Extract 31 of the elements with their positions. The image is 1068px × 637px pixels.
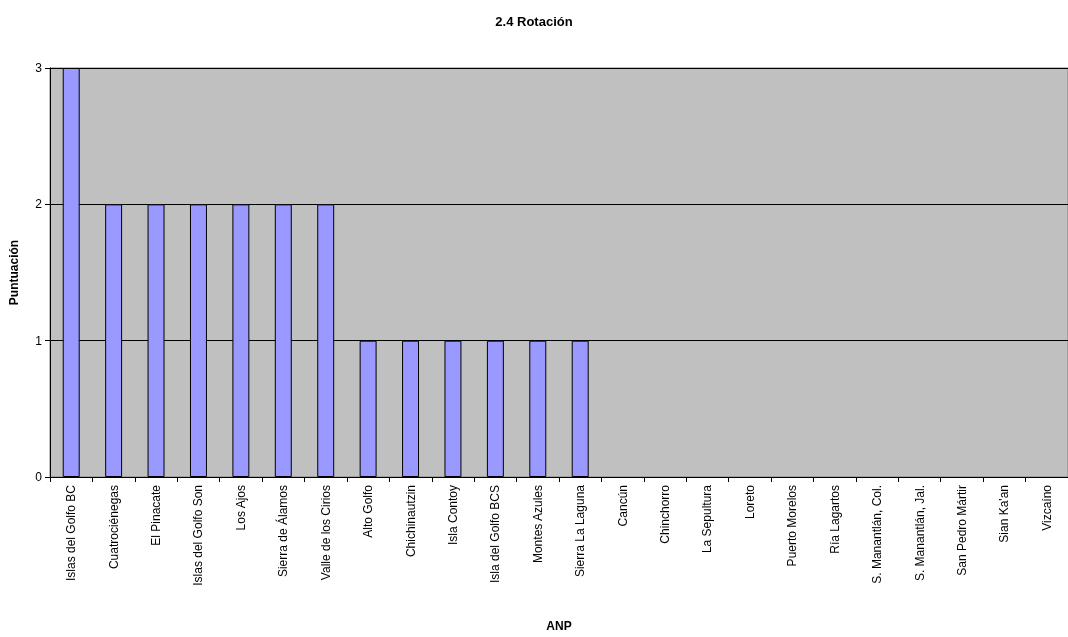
chart-title: 2.4 Rotación (495, 14, 573, 29)
x-tick-label: Puerto Morelos (785, 485, 800, 567)
x-tick-label: Cancún (615, 485, 630, 527)
x-tick-label: Sierra de Álamos (275, 485, 291, 578)
x-tick-label: Montes Azules (530, 485, 545, 564)
x-tick-label: Loreto (742, 484, 757, 520)
x-tick-label: Alto Golfo (361, 484, 376, 538)
x-tick-label: Ría Lagartos (827, 485, 842, 554)
y-tick-label: 1 (35, 333, 43, 348)
y-tick-label: 2 (35, 197, 43, 212)
x-tick-label: El Pinacate (149, 484, 164, 546)
x-axis-title: ANP (546, 619, 572, 633)
x-tick-label: San Pedro Mártir (954, 485, 969, 576)
x-tick-label: S. Manantlán, Col. (870, 485, 885, 584)
x-tick-label: Sian Ka'an (997, 485, 1012, 543)
x-tick-label: Los Ajos (233, 485, 248, 531)
y-tick-label: 0 (35, 470, 43, 484)
x-tick-label: Chinchorro (658, 484, 673, 544)
x-tick-label: Chichinautzin (403, 485, 418, 558)
x-tick-label: La Sepultura (700, 484, 715, 554)
x-tick-label: S. Manantlán, Jal. (912, 485, 927, 582)
y-tick-label: 3 (35, 61, 43, 75)
x-tick-label: Vizcaíno (1039, 484, 1054, 531)
x-tick-label: Isla Contoy (445, 485, 460, 546)
x-tick-label: Islas del Golfo Son (191, 485, 206, 586)
x-tick-label: Isla del Golfo BCS (488, 485, 503, 584)
x-tick-label: Islas del Golfo BC (64, 484, 79, 582)
x-tick-label: Cuatrociénegas (106, 485, 121, 570)
y-axis-title: Puntuación (7, 239, 21, 306)
x-tick-label: Sierra La Laguna (573, 484, 588, 578)
x-tick-label: Valle de los Cirios (318, 485, 333, 581)
